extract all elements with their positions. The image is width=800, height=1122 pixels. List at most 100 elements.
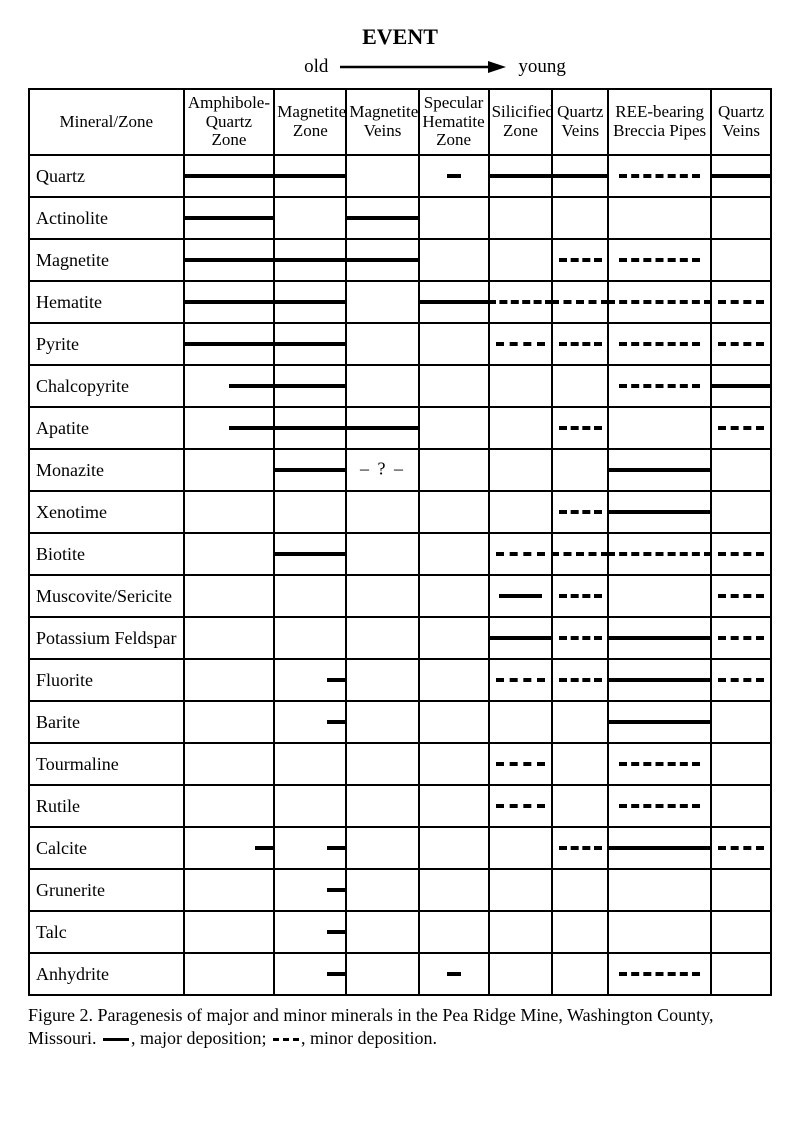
data-cell <box>184 281 275 323</box>
data-cell <box>608 953 711 995</box>
data-cell <box>346 533 418 575</box>
data-cell <box>346 701 418 743</box>
table-row: Biotite <box>29 533 771 575</box>
data-cell <box>274 197 346 239</box>
data-cell <box>608 491 711 533</box>
data-cell <box>552 869 608 911</box>
timeline-arrow: old young <box>98 56 772 78</box>
data-cell <box>608 869 711 911</box>
data-cell <box>552 743 608 785</box>
legend-minor-text: , minor deposition. <box>301 1028 437 1048</box>
data-cell <box>419 323 489 365</box>
data-cell <box>419 659 489 701</box>
mineral-label: Tourmaline <box>29 743 184 785</box>
mineral-label: Muscovite/Sericite <box>29 575 184 617</box>
data-cell <box>489 407 553 449</box>
mineral-label: Grunerite <box>29 869 184 911</box>
table-row: Muscovite/Sericite <box>29 575 771 617</box>
data-cell <box>608 533 711 575</box>
table-row: Hematite <box>29 281 771 323</box>
data-cell <box>274 491 346 533</box>
arrow-icon <box>338 59 508 75</box>
data-cell <box>489 827 553 869</box>
table-row: Calcite <box>29 827 771 869</box>
data-cell <box>489 323 553 365</box>
data-cell <box>184 953 275 995</box>
table-row: Actinolite <box>29 197 771 239</box>
data-cell <box>489 701 553 743</box>
data-cell <box>419 407 489 449</box>
data-cell <box>184 617 275 659</box>
mineral-label: Fluorite <box>29 659 184 701</box>
data-cell <box>489 281 553 323</box>
data-cell <box>489 491 553 533</box>
data-cell <box>711 491 771 533</box>
mineral-label: Calcite <box>29 827 184 869</box>
data-cell <box>274 743 346 785</box>
data-cell <box>489 785 553 827</box>
data-cell <box>184 659 275 701</box>
data-cell <box>608 701 711 743</box>
column-header: MagnetiteZone <box>274 89 346 155</box>
data-cell <box>552 659 608 701</box>
data-cell <box>419 617 489 659</box>
data-cell <box>711 953 771 995</box>
data-cell <box>346 407 418 449</box>
data-cell <box>711 827 771 869</box>
data-cell <box>711 743 771 785</box>
data-cell <box>419 155 489 197</box>
mineral-label: Magnetite <box>29 239 184 281</box>
data-cell <box>711 365 771 407</box>
column-header: QuartzVeins <box>552 89 608 155</box>
data-cell <box>711 617 771 659</box>
table-row: Barite <box>29 701 771 743</box>
table-row: Anhydrite <box>29 953 771 995</box>
data-cell <box>711 659 771 701</box>
data-cell <box>489 239 553 281</box>
data-cell <box>274 323 346 365</box>
data-cell <box>346 827 418 869</box>
table-row: Monazite– ? – <box>29 449 771 491</box>
data-cell <box>489 659 553 701</box>
figure-caption: Figure 2. Paragenesis of major and minor… <box>28 1004 772 1049</box>
data-cell <box>489 953 553 995</box>
data-cell <box>184 239 275 281</box>
data-cell <box>419 281 489 323</box>
data-cell <box>608 155 711 197</box>
mineral-label: Actinolite <box>29 197 184 239</box>
data-cell <box>274 365 346 407</box>
data-cell <box>274 827 346 869</box>
data-cell <box>274 785 346 827</box>
table-header-row: Mineral/ZoneAmphibole-Quartz ZoneMagneti… <box>29 89 771 155</box>
data-cell <box>608 281 711 323</box>
data-cell <box>346 239 418 281</box>
column-header: SpecularHematiteZone <box>419 89 489 155</box>
mineral-label: Anhydrite <box>29 953 184 995</box>
data-cell <box>552 449 608 491</box>
data-cell <box>552 701 608 743</box>
mineral-label: Pyrite <box>29 323 184 365</box>
data-cell <box>711 197 771 239</box>
column-header: Mineral/Zone <box>29 89 184 155</box>
data-cell <box>274 155 346 197</box>
mineral-label: Quartz <box>29 155 184 197</box>
data-cell <box>419 575 489 617</box>
data-cell <box>489 449 553 491</box>
data-cell <box>184 911 275 953</box>
data-cell <box>419 785 489 827</box>
data-cell <box>608 659 711 701</box>
table-row: Potassium Feldspar <box>29 617 771 659</box>
table-row: Xenotime <box>29 491 771 533</box>
table-row: Apatite <box>29 407 771 449</box>
data-cell <box>346 659 418 701</box>
mineral-label: Hematite <box>29 281 184 323</box>
mineral-label: Talc <box>29 911 184 953</box>
data-cell <box>346 617 418 659</box>
data-cell <box>274 617 346 659</box>
data-cell <box>608 323 711 365</box>
data-cell <box>274 869 346 911</box>
data-cell <box>346 197 418 239</box>
data-cell <box>552 407 608 449</box>
paragenesis-table: Mineral/ZoneAmphibole-Quartz ZoneMagneti… <box>28 88 772 996</box>
data-cell <box>274 953 346 995</box>
